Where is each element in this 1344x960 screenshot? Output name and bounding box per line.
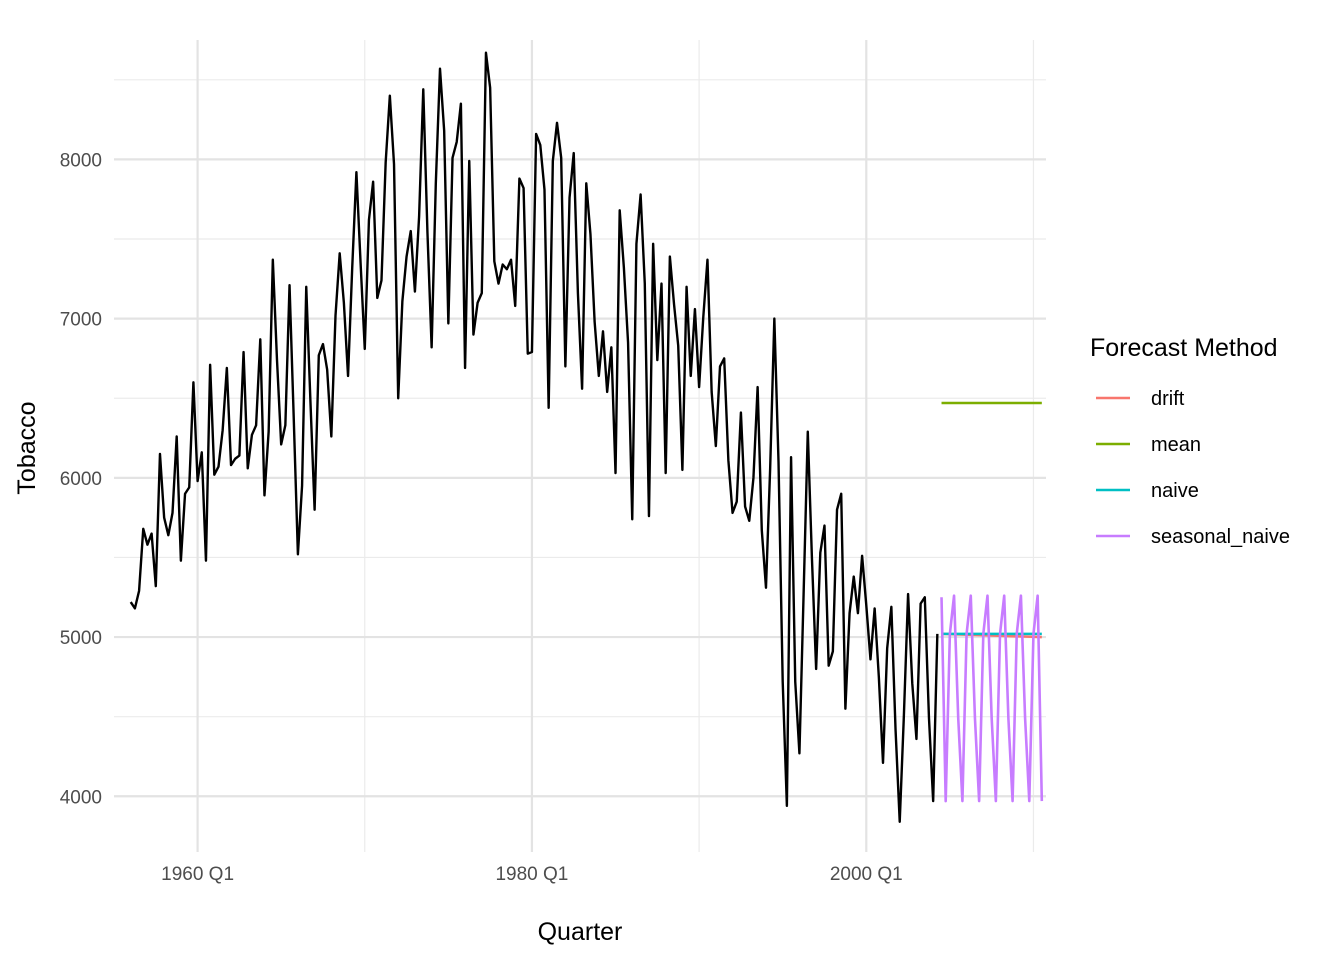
major-gridlines <box>114 40 1046 852</box>
x-axis-title: Quarter <box>538 918 623 946</box>
y-tick-label: 7000 <box>60 310 102 331</box>
legend-items: drift mean naive seasonal_naive <box>1096 388 1290 548</box>
legend-label-mean: mean <box>1151 434 1201 456</box>
forecast-lines <box>940 401 1044 803</box>
y-tick-label: 6000 <box>60 469 102 490</box>
legend: Forecast Method drift mean naive seasonal_n… <box>1090 334 1290 548</box>
legend-label-naive: naive <box>1151 480 1199 502</box>
x-tick-label: 2000 Q1 <box>830 864 903 885</box>
y-axis-title: Tobacco <box>13 401 41 494</box>
forecast-line-seasonal-naive <box>940 594 1044 803</box>
history-series <box>129 51 939 823</box>
y-axis-ticks: 4000 5000 6000 7000 8000 <box>60 150 102 808</box>
x-tick-label: 1980 Q1 <box>495 864 568 885</box>
legend-label-drift: drift <box>1151 388 1185 410</box>
legend-title: Forecast Method <box>1090 334 1278 362</box>
x-axis-ticks: 1960 Q1 1980 Q1 2000 Q1 <box>161 864 903 885</box>
y-tick-label: 5000 <box>60 628 102 649</box>
history-line <box>129 51 939 823</box>
x-tick-label: 1960 Q1 <box>161 864 234 885</box>
legend-label-seasonal-naive: seasonal_naive <box>1151 526 1290 548</box>
y-tick-label: 8000 <box>60 150 102 171</box>
y-tick-label: 4000 <box>60 787 102 808</box>
